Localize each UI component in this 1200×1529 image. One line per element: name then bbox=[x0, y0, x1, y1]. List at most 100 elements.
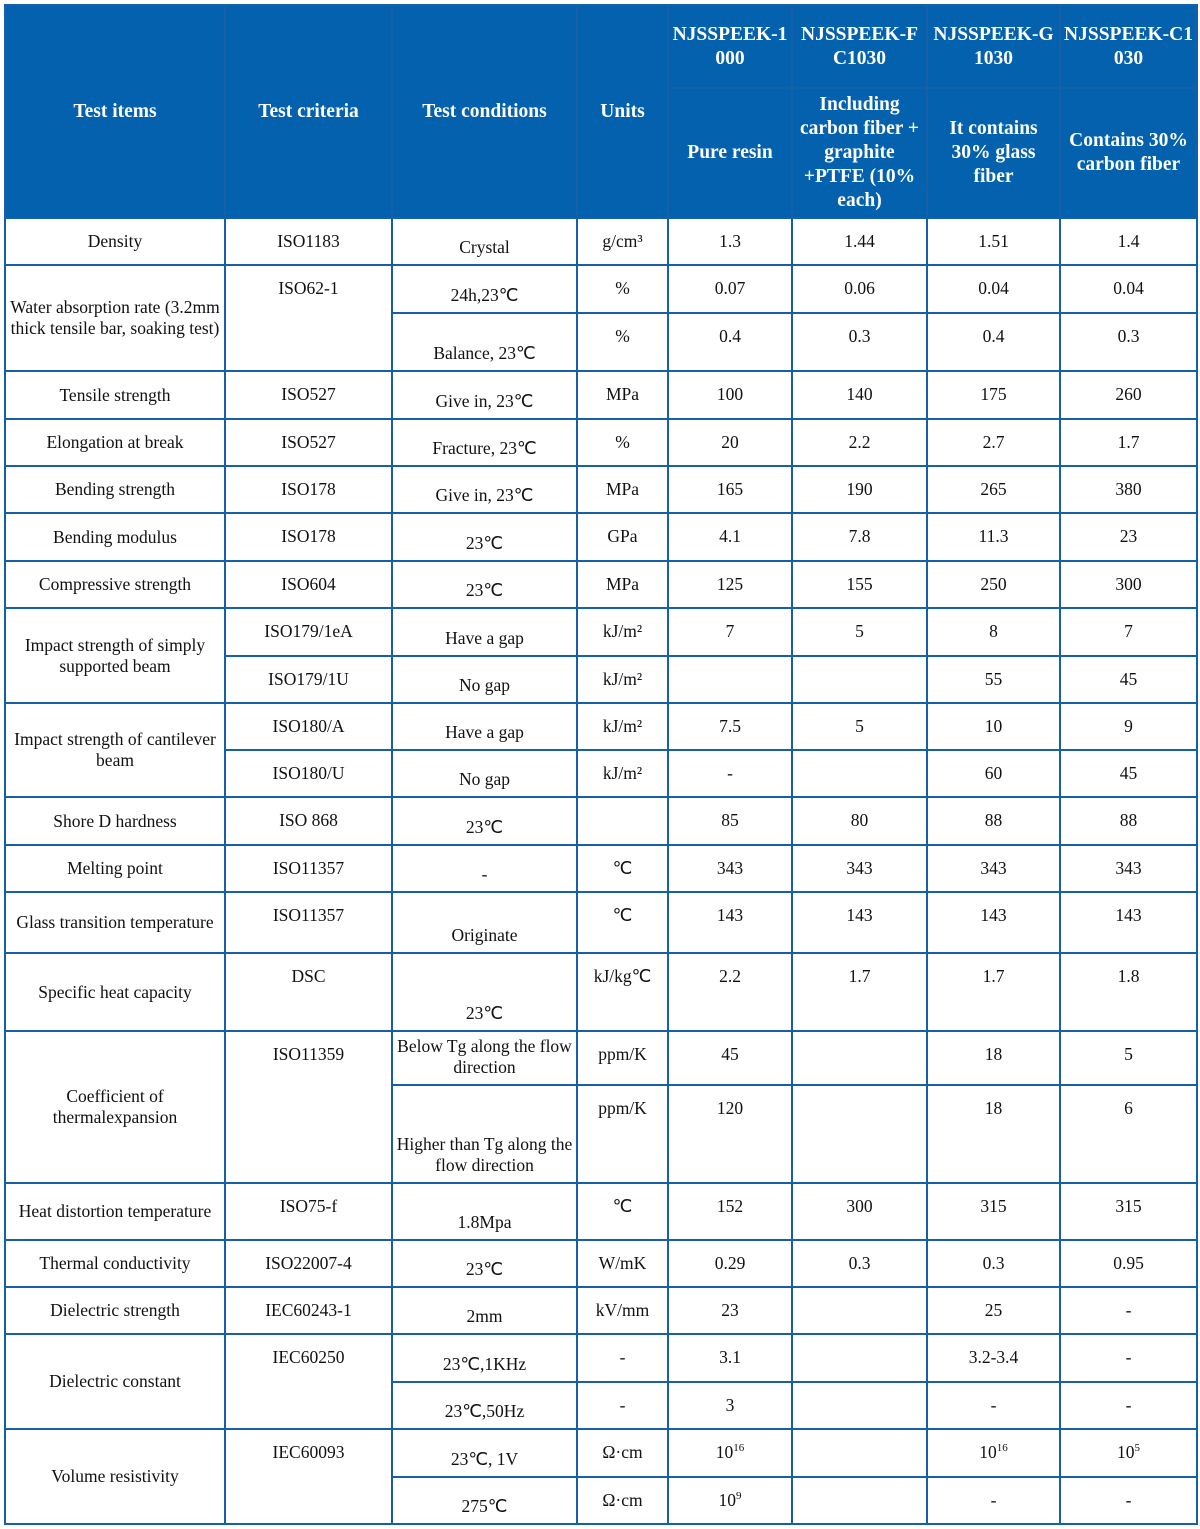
value-cell bbox=[791, 749, 928, 798]
test-condition-cell: Originate bbox=[391, 891, 578, 954]
value-cell: 0.06 bbox=[791, 264, 928, 314]
value-cell: 80 bbox=[791, 796, 928, 846]
test-condition-cell: 23℃,1KHz bbox=[391, 1333, 578, 1383]
table-row: Thermal conductivity ISO22007-4 23℃ W/mK 0.2… bbox=[4, 1239, 1198, 1288]
test-condition-cell: No gap bbox=[391, 655, 578, 704]
table-row: Density ISO1183 Crystal g/cm³ 1.3 1.44 1.51 1.4 bbox=[4, 217, 1198, 266]
value-cell: 0.3 bbox=[791, 312, 928, 372]
test-condition-cell: 23℃ bbox=[391, 952, 578, 1032]
value-cell: 155 bbox=[791, 560, 928, 609]
table-row: Water absorption rate (3.2mm thick tensi… bbox=[4, 264, 1198, 372]
unit-cell: Ω·cm bbox=[576, 1476, 669, 1525]
value-cell bbox=[791, 1333, 928, 1383]
header-grade-desc: Including carbon fiber + graphite +PTFE … bbox=[791, 87, 928, 219]
table-row: Glass transition temperature ISO11357 Orig… bbox=[4, 891, 1198, 954]
value-base: 10 bbox=[718, 1490, 737, 1510]
header-grade-name: NJSSPEEK-1000 bbox=[667, 4, 793, 89]
unit-cell: Ω·cm bbox=[576, 1428, 669, 1478]
test-item-cell: Compressive strength bbox=[4, 560, 226, 609]
value-cell: 165 bbox=[667, 465, 793, 514]
value-cell: 5 bbox=[791, 607, 928, 657]
value-cell: 0.3 bbox=[1059, 312, 1198, 372]
value-base: 10 bbox=[1117, 1442, 1135, 1462]
value-cell: 0.29 bbox=[667, 1239, 793, 1288]
value-cell: 105 bbox=[1059, 1428, 1198, 1478]
value-cell: 250 bbox=[926, 560, 1061, 609]
value-exponent: 9 bbox=[736, 1490, 742, 1503]
unit-cell: kJ/m² bbox=[576, 607, 669, 657]
value-cell: 1.44 bbox=[791, 217, 928, 266]
table-row: Shore D hardness ISO 868 23℃ 85 80 88 88 bbox=[4, 796, 1198, 846]
value-cell: 300 bbox=[791, 1182, 928, 1241]
value-cell: 18 bbox=[926, 1084, 1061, 1184]
value-cell: 3.1 bbox=[667, 1333, 793, 1383]
table-row: Balance, 23℃% 0.4 0.3 0.4 0.3 bbox=[5, 312, 1198, 372]
value-cell: - bbox=[1059, 1381, 1198, 1430]
value-cell: 143 bbox=[1059, 891, 1198, 954]
test-criteria-cell: ISO527 bbox=[224, 418, 393, 467]
value-cell: 20 bbox=[667, 418, 793, 467]
unit-cell: % bbox=[576, 312, 669, 372]
value-cell bbox=[791, 655, 928, 704]
value-cell: 2.7 bbox=[926, 418, 1061, 467]
value-cell bbox=[791, 1286, 928, 1335]
test-item-cell: Coefficient of thermalexpansion bbox=[4, 1030, 226, 1184]
value-cell: 265 bbox=[926, 465, 1061, 514]
test-condition-cell: 23℃, 1V bbox=[391, 1428, 578, 1478]
test-criteria-cell: ISO75-f bbox=[224, 1182, 393, 1241]
value-cell: 0.3 bbox=[926, 1239, 1061, 1288]
value-cell: 143 bbox=[926, 891, 1061, 954]
value-cell: 100 bbox=[667, 370, 793, 420]
test-condition-cell: Have a gap bbox=[391, 702, 578, 751]
value-cell: 18 bbox=[926, 1030, 1061, 1086]
test-item-cell: Density bbox=[4, 217, 226, 266]
test-item-cell: Melting point bbox=[4, 844, 226, 893]
value-base: 10 bbox=[979, 1442, 997, 1462]
table-row: ISO179/1U No gap kJ/m² 55 45 bbox=[5, 655, 1198, 704]
table-row: Impact strength of simply supported beam… bbox=[4, 607, 1198, 704]
header-grade-name: NJSSPEEK-C1030 bbox=[1059, 4, 1198, 89]
unit-cell: % bbox=[576, 418, 669, 467]
table-row: Volume resistivity IEC60093 23℃, 1V Ω·cm 101… bbox=[4, 1428, 1198, 1525]
unit-cell: kV/mm bbox=[576, 1286, 669, 1335]
test-condition-cell: 23℃ bbox=[391, 512, 578, 562]
test-criteria-cell: ISO178 bbox=[224, 465, 393, 514]
value-cell: 7 bbox=[667, 607, 793, 657]
table-row: Impact strength of cantilever beam ISO180… bbox=[4, 702, 1198, 798]
value-cell: 343 bbox=[791, 844, 928, 893]
test-item-cell: Bending strength bbox=[4, 465, 226, 514]
value-cell: - bbox=[1059, 1333, 1198, 1383]
properties-table: Test items Test criteria Test conditions… bbox=[4, 4, 1198, 1525]
value-cell: 0.04 bbox=[1059, 264, 1198, 314]
table-row: Bending strength ISO178 Give in, 23℃ MPa 165… bbox=[4, 465, 1198, 514]
value-cell: 45 bbox=[667, 1030, 793, 1086]
test-item-cell: Bending modulus bbox=[4, 512, 226, 562]
test-condition-cell: 1.8Mpa bbox=[391, 1182, 578, 1241]
value-cell: 1016 bbox=[926, 1428, 1061, 1478]
value-cell: 88 bbox=[1059, 796, 1198, 846]
unit-cell: MPa bbox=[576, 560, 669, 609]
value-cell: 45 bbox=[1059, 655, 1198, 704]
value-cell: 3 bbox=[667, 1381, 793, 1430]
value-cell: 6 bbox=[1059, 1084, 1198, 1184]
value-cell: 2.2 bbox=[667, 952, 793, 1032]
value-cell: 7 bbox=[1059, 607, 1198, 657]
value-cell: - bbox=[1059, 1476, 1198, 1525]
unit-cell: ℃ bbox=[576, 844, 669, 893]
test-criteria-cell: ISO22007-4 bbox=[224, 1239, 393, 1288]
unit-cell: kJ/kg℃ bbox=[576, 952, 669, 1032]
test-condition-cell: Fracture, 23℃ bbox=[391, 418, 578, 467]
value-cell: 125 bbox=[667, 560, 793, 609]
test-criteria-cell: ISO604 bbox=[224, 560, 393, 609]
unit-cell: ℃ bbox=[576, 1182, 669, 1241]
value-cell: 0.04 bbox=[926, 264, 1061, 314]
test-condition-cell: 24h,23℃ bbox=[391, 264, 578, 314]
value-cell: 343 bbox=[926, 844, 1061, 893]
table-row: Coefficient of thermalexpansion ISO11359 B… bbox=[4, 1030, 1198, 1184]
table-row: Bending modulus ISO178 23℃ GPa 4.1 7.8 11.3 23 bbox=[4, 512, 1198, 562]
test-condition-cell: - bbox=[391, 844, 578, 893]
table-row: Heat distortion temperature ISO75-f 1.8Mpa… bbox=[4, 1182, 1198, 1241]
test-item-cell: Glass transition temperature bbox=[4, 891, 226, 954]
value-cell: - bbox=[926, 1476, 1061, 1525]
value-cell: 0.4 bbox=[926, 312, 1061, 372]
